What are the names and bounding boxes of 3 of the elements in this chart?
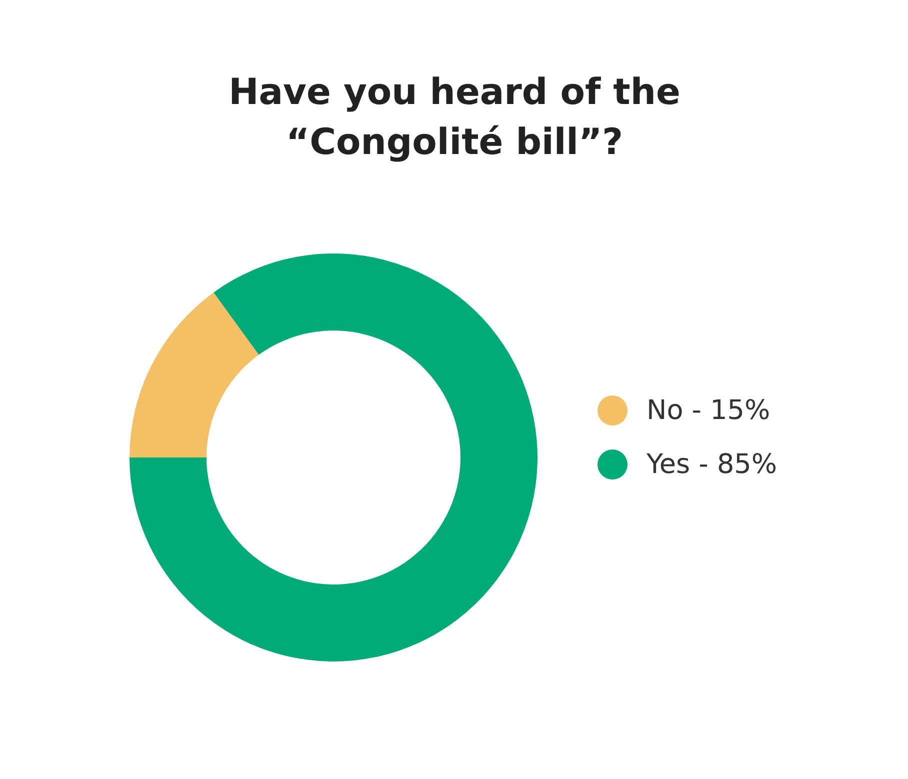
legend-label: Yes - 85% <box>646 449 778 480</box>
legend-label: No - 15% <box>646 395 770 426</box>
chart-title: Have you heard of the “Congolité bill”? <box>228 72 680 163</box>
